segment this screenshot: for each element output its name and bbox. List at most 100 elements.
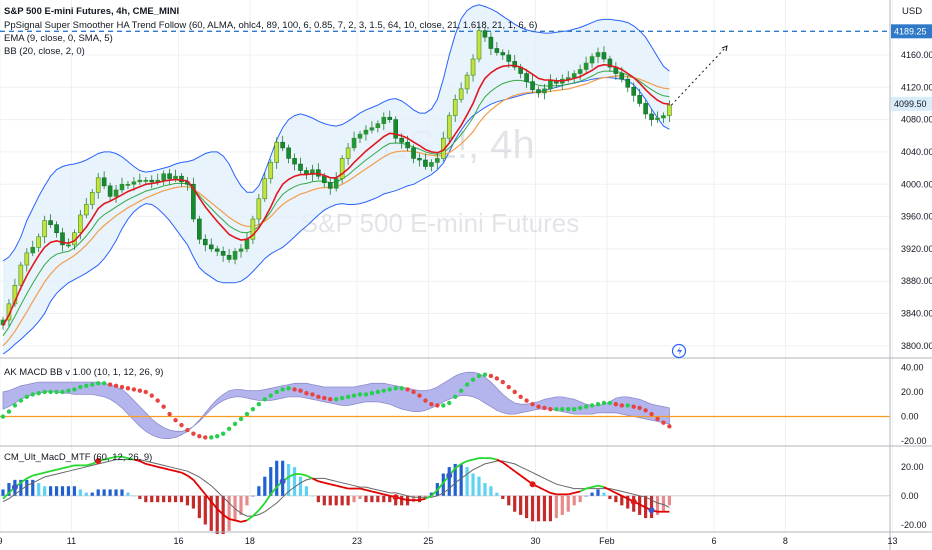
bb-upper-line[interactable] — [2, 4, 670, 262]
macd-dot[interactable] — [6, 409, 12, 414]
macd-segment[interactable] — [151, 464, 158, 468]
candle-body[interactable] — [84, 204, 89, 216]
macd-dot[interactable] — [232, 421, 238, 427]
macd-dot[interactable] — [107, 382, 113, 387]
candle-body[interactable] — [446, 115, 452, 139]
macd-dot[interactable] — [524, 398, 529, 403]
histogram-bar[interactable] — [84, 492, 88, 496]
main-price-pane[interactable] — [0, 4, 890, 355]
macd-segment[interactable] — [615, 492, 623, 497]
histogram-bar[interactable] — [471, 473, 475, 496]
candle-body[interactable] — [149, 179, 155, 183]
histogram-bar[interactable] — [7, 483, 11, 496]
histogram-bar[interactable] — [37, 483, 41, 496]
macd-segment[interactable] — [454, 463, 462, 470]
macd-dot[interactable] — [101, 381, 107, 386]
macd-segment[interactable] — [204, 493, 212, 503]
histogram-bar[interactable] — [548, 495, 552, 522]
macd-dot[interactable] — [393, 386, 398, 391]
candle-body[interactable] — [577, 69, 583, 74]
histogram-bar[interactable] — [649, 495, 654, 519]
candle-body[interactable] — [542, 88, 547, 94]
macd-segment[interactable] — [579, 487, 587, 493]
histogram-bar[interactable] — [382, 495, 386, 503]
histogram-bar[interactable] — [590, 492, 594, 496]
candle-body[interactable] — [107, 185, 113, 197]
macd-dot[interactable] — [209, 435, 214, 440]
histogram-bar[interactable] — [507, 495, 511, 506]
macd-segment[interactable] — [216, 508, 224, 516]
candle-body[interactable] — [619, 73, 625, 80]
macd-dot[interactable] — [458, 388, 464, 393]
histogram-bar[interactable] — [144, 495, 148, 503]
candle-body[interactable] — [524, 73, 529, 82]
macd-segment[interactable] — [127, 457, 135, 461]
macd-segment[interactable] — [210, 501, 218, 510]
histogram-bar[interactable] — [501, 495, 505, 499]
bb-lower-line[interactable] — [2, 77, 670, 355]
candle-body[interactable] — [345, 147, 351, 159]
macd-dot[interactable] — [470, 377, 476, 382]
histogram-bar[interactable] — [1, 489, 5, 496]
macd-dot[interactable] — [226, 426, 232, 431]
macd-segment[interactable] — [56, 467, 63, 471]
histogram-bar[interactable] — [156, 495, 160, 503]
histogram-bar[interactable] — [185, 495, 190, 506]
macd-segment[interactable] — [591, 484, 599, 488]
macd-segment[interactable] — [300, 473, 307, 477]
macd-dot[interactable] — [441, 403, 446, 408]
macd-dot[interactable] — [84, 383, 89, 388]
candle-body[interactable] — [369, 127, 375, 131]
histogram-bar[interactable] — [447, 467, 451, 496]
histogram-bar[interactable] — [257, 486, 261, 496]
histogram-bar[interactable] — [596, 489, 600, 496]
histogram-bar[interactable] — [513, 495, 517, 512]
candle-body[interactable] — [339, 158, 345, 179]
candle-body[interactable] — [470, 58, 476, 76]
macd-dot[interactable] — [262, 397, 267, 402]
cross-down-marker[interactable] — [630, 498, 637, 505]
candle-body[interactable] — [203, 238, 208, 246]
candle-body[interactable] — [310, 169, 315, 175]
candle-body[interactable] — [506, 54, 512, 62]
macd-segment[interactable] — [109, 455, 117, 460]
macd-segment[interactable] — [318, 480, 325, 484]
histogram-bar[interactable] — [483, 483, 487, 496]
macd-dot[interactable] — [173, 418, 178, 423]
macd-segment[interactable] — [192, 479, 201, 488]
lightning-icon[interactable] — [671, 343, 687, 359]
macd-segment[interactable] — [324, 481, 331, 486]
candle-body[interactable] — [238, 248, 244, 252]
macd-segment[interactable] — [258, 502, 266, 511]
candle-body[interactable] — [12, 284, 18, 305]
candle-body[interactable] — [256, 198, 262, 220]
candle-body[interactable] — [512, 61, 518, 68]
candle-body[interactable] — [589, 56, 595, 64]
macd-dot[interactable] — [363, 392, 369, 397]
macd-dot[interactable] — [619, 403, 624, 408]
macd-dot[interactable] — [423, 398, 428, 403]
macd-segment[interactable] — [157, 465, 164, 470]
macd-dot[interactable] — [292, 387, 297, 392]
macd-dot[interactable] — [304, 390, 309, 396]
macd-dot[interactable] — [298, 388, 303, 393]
candle-body[interactable] — [36, 236, 42, 248]
histogram-bar[interactable] — [132, 495, 136, 497]
candle-body[interactable] — [143, 179, 149, 182]
macd-dot[interactable] — [387, 387, 392, 392]
candle-body[interactable] — [113, 189, 119, 197]
histogram-bar[interactable] — [19, 479, 23, 496]
macd-segment[interactable] — [430, 489, 438, 497]
cross-down-marker[interactable] — [529, 481, 536, 488]
candle-body[interactable] — [48, 220, 53, 225]
macd-dot[interactable] — [453, 394, 458, 400]
macd-segment[interactable] — [270, 486, 278, 495]
macd-dot[interactable] — [649, 411, 654, 417]
macd-segment[interactable] — [466, 458, 474, 462]
macd-segment[interactable] — [639, 503, 646, 509]
macd-dot[interactable] — [167, 411, 172, 417]
histogram-bar[interactable] — [477, 476, 481, 496]
histogram-bar[interactable] — [269, 467, 273, 496]
macd-dot[interactable] — [0, 414, 6, 419]
histogram-bar[interactable] — [411, 495, 416, 503]
